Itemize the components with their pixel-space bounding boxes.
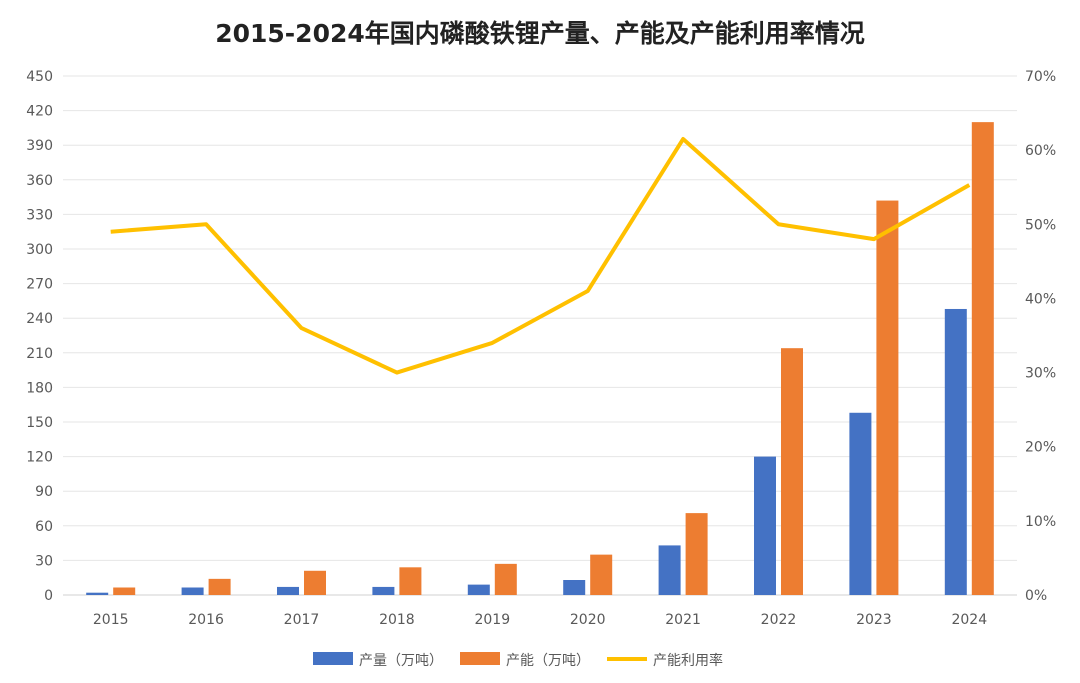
right-tick-label: 0%: [1025, 588, 1047, 604]
legend-swatch: [313, 652, 353, 665]
legend-label: 产能（万吨）: [506, 653, 590, 669]
bar-capacity: [208, 578, 231, 595]
x-tick-label: 2022: [761, 612, 797, 628]
left-tick-label: 240: [26, 311, 53, 327]
bar-capacity: [399, 567, 422, 595]
left-tick-label: 210: [26, 346, 53, 362]
right-tick-label: 40%: [1025, 291, 1056, 307]
bar-output: [658, 545, 681, 595]
left-tick-label: 390: [26, 138, 53, 154]
left-tick-label: 60: [35, 519, 53, 535]
bar-output: [181, 587, 204, 595]
left-tick-label: 180: [26, 380, 53, 396]
legend-label: 产量（万吨）: [359, 653, 443, 669]
bar-output: [467, 584, 490, 595]
bar-output: [86, 592, 109, 595]
bar-capacity: [304, 570, 326, 595]
bar-output: [563, 580, 586, 595]
left-tick-label: 420: [26, 104, 53, 120]
right-tick-label: 70%: [1025, 69, 1056, 85]
bar-output: [372, 586, 395, 595]
right-tick-label: 60%: [1025, 143, 1056, 159]
x-tick-label: 2016: [188, 612, 224, 628]
x-tick-label: 2017: [284, 612, 320, 628]
x-tick-label: 2020: [570, 612, 606, 628]
legend-label: 产能利用率: [653, 652, 723, 669]
left-tick-label: 150: [26, 415, 53, 431]
left-tick-label: 330: [26, 207, 53, 223]
bar-capacity: [590, 554, 613, 595]
line-utilization: [110, 137, 971, 375]
right-tick-label: 50%: [1025, 217, 1056, 233]
bar-capacity: [876, 200, 899, 595]
left-tick-label: 30: [35, 553, 53, 569]
x-tick-label: 2023: [856, 612, 892, 628]
legend-swatch: [460, 652, 500, 665]
bar-capacity: [494, 563, 517, 595]
bar-capacity: [781, 348, 803, 595]
bar-capacity: [971, 122, 994, 595]
bar-output: [754, 456, 776, 595]
bar-output: [277, 586, 299, 595]
right-tick-label: 10%: [1025, 514, 1056, 530]
left-tick-label: 450: [26, 69, 53, 85]
bar-capacity: [685, 513, 708, 595]
left-tick-label: 120: [26, 450, 53, 466]
left-tick-label: 90: [35, 484, 53, 500]
bar-output: [944, 308, 967, 595]
chart-title: 2015-2024年国内磷酸铁锂产量、产能及产能利用率情况: [215, 19, 865, 48]
left-tick-label: 270: [26, 277, 53, 293]
bar-capacity: [113, 587, 136, 595]
left-tick-label: 0: [44, 588, 53, 604]
left-tick-label: 300: [26, 242, 53, 258]
right-tick-label: 20%: [1025, 440, 1056, 456]
x-tick-label: 2018: [379, 612, 415, 628]
x-tick-label: 2019: [474, 612, 510, 628]
right-tick-label: 30%: [1025, 366, 1056, 382]
x-tick-label: 2015: [93, 612, 129, 628]
x-tick-label: 2024: [951, 612, 987, 628]
x-tick-label: 2021: [665, 612, 701, 628]
left-tick-label: 360: [26, 173, 53, 189]
bar-output: [849, 412, 872, 595]
